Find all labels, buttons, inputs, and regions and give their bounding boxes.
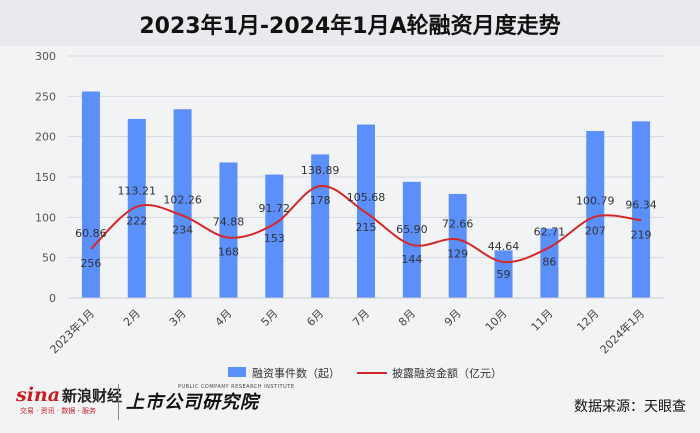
institute-english-name: PUBLIC COMPANY RESEARCH INSTITUTE [178, 384, 295, 390]
line-value-label: 96.34 [625, 198, 657, 211]
line-value-label: 60.86 [75, 227, 107, 240]
x-tick-label: 11月 [529, 307, 556, 334]
institute-name: 上市公司研究院 [126, 392, 259, 413]
x-tick-label: 5月 [259, 307, 281, 329]
line-value-label: 113.21 [118, 185, 157, 198]
line-value-label: 102.26 [163, 194, 202, 207]
x-tick-label: 2023年1月 [47, 306, 97, 356]
line-value-label: 72.66 [442, 217, 474, 230]
bar [586, 131, 605, 298]
bar [265, 174, 284, 298]
bar-value-label: 207 [585, 225, 606, 238]
title-band [0, 0, 700, 46]
y-tick-label: 200 [35, 131, 56, 144]
line-value-label: 62.71 [534, 225, 566, 238]
bar [219, 162, 238, 298]
footer-divider [118, 384, 119, 420]
line-value-label: 65.90 [396, 223, 428, 236]
line-value-label: 74.88 [213, 216, 245, 229]
x-tick-label: 4月 [213, 307, 235, 329]
bar [402, 181, 421, 298]
x-tick-label: 12月 [574, 307, 601, 334]
bar-value-label: 256 [80, 257, 101, 270]
bar-value-label: 215 [356, 221, 377, 234]
bar-value-label: 129 [447, 247, 468, 260]
y-tick-label: 50 [42, 252, 56, 265]
legend-swatch-bars [228, 367, 246, 377]
y-tick-label: 100 [35, 211, 56, 224]
bar-value-label: 219 [631, 228, 652, 241]
line-value-label: 100.79 [576, 195, 615, 208]
bar-value-label: 153 [264, 232, 285, 245]
chart-title: 2023年1月-2024年1月A轮融资月度走势 [139, 14, 561, 39]
bar-value-label: 234 [172, 224, 193, 237]
bar-value-label: 59 [497, 268, 511, 281]
legend-label-bars: 融资事件数（起） [252, 367, 340, 380]
bar [311, 154, 330, 298]
bar-value-label: 222 [126, 215, 147, 228]
bar-value-label: 168 [218, 246, 239, 259]
sina-finance-subtitle: 交易 · 资讯 · 数据 · 服务 [20, 407, 97, 415]
x-tick-label: 9月 [442, 307, 464, 329]
bar-value-label: 86 [542, 255, 556, 268]
y-tick-label: 150 [35, 171, 56, 184]
line-value-label: 138.89 [301, 164, 340, 177]
line-value-label: 44.64 [488, 240, 520, 253]
bar [448, 193, 467, 298]
x-tick-label: 2024年1月 [597, 306, 647, 356]
x-tick-label: 3月 [167, 307, 189, 329]
x-tick-label: 6月 [304, 307, 326, 329]
amount-line [90, 184, 642, 264]
x-tick-label: 8月 [396, 307, 418, 329]
bar [173, 109, 192, 299]
legend-label-line: 披露融资金额（亿元） [392, 366, 502, 380]
y-tick-label: 300 [35, 50, 56, 63]
bar-value-label: 144 [401, 253, 422, 266]
sina-finance-name: 新浪财经 [62, 387, 123, 405]
bar [632, 121, 651, 298]
bar-value-label: 178 [310, 194, 331, 207]
x-tick-label: 10月 [483, 307, 510, 334]
line-value-label: 105.68 [347, 191, 386, 204]
line-value-label: 91.72 [259, 202, 291, 215]
y-tick-label: 250 [35, 90, 56, 103]
data-source: 数据来源：天眼查 [574, 399, 686, 415]
bar [81, 91, 100, 298]
sina-logo-text: sina [16, 384, 61, 406]
bar [357, 124, 375, 298]
bar [127, 118, 146, 298]
y-tick-label: 0 [49, 292, 56, 305]
x-tick-label: 2月 [121, 307, 143, 329]
x-tick-label: 7月 [350, 307, 372, 329]
